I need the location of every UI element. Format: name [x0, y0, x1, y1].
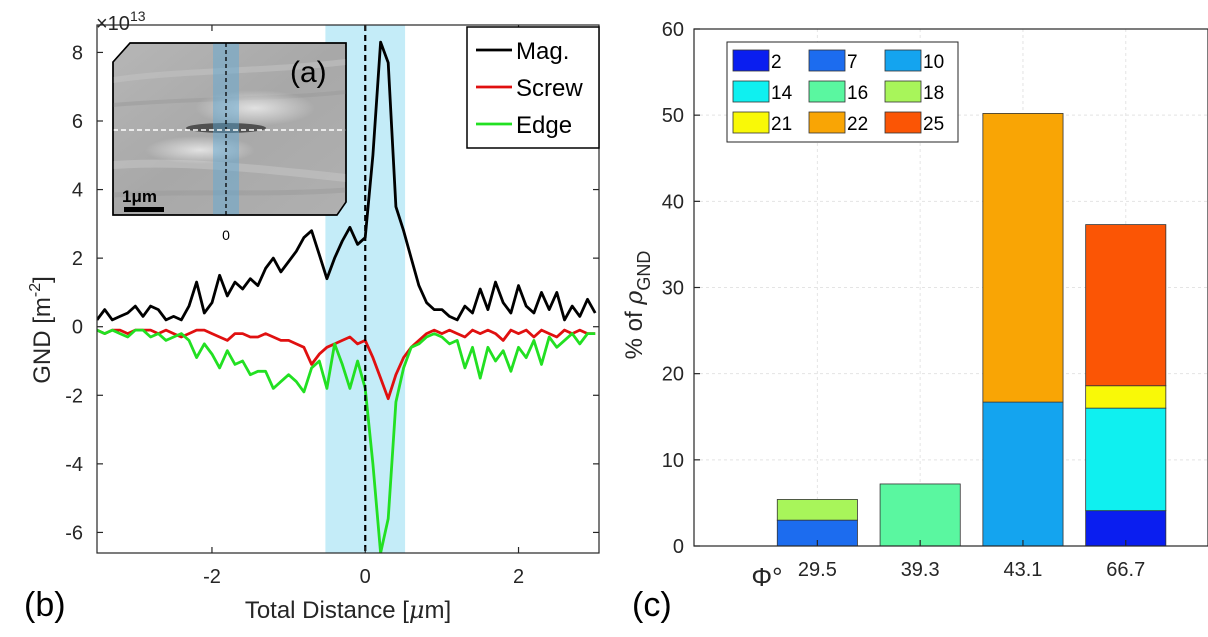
axis-ticks-c: 0 10 20 30 40 50 60 29.5 39.3 43.1 66.7	[662, 19, 1145, 581]
legend-label: 10	[923, 52, 944, 73]
legend-label: Edge	[516, 112, 572, 139]
x-axis-label-c: Φ°	[751, 562, 782, 592]
legend-swatch	[732, 49, 770, 72]
x-tick-label: 2	[513, 566, 524, 588]
scale-bar-label: 1μm	[122, 187, 157, 206]
y-tick-label: 4	[72, 180, 83, 202]
exponent-label: ×1013	[96, 8, 146, 35]
y-tick-label: 40	[662, 191, 684, 213]
legend-b: Mag. Screw Edge	[466, 26, 600, 149]
y-tick-label: 20	[662, 364, 684, 386]
series-line-edge	[97, 328, 596, 553]
y-axis-label: GND [m-2]	[27, 276, 56, 384]
legend-label: 14	[771, 83, 793, 104]
legend-swatch	[808, 111, 846, 134]
y-tick-label: 0	[72, 317, 83, 339]
y-tick-label: -2	[65, 385, 83, 407]
legend-label: Mag.	[516, 38, 569, 65]
legend-label: 2	[771, 52, 782, 73]
legend-c: 2 7 10 14 16 18 21 22 25	[726, 41, 959, 143]
y-tick-label: 60	[662, 19, 684, 41]
legend-label: 7	[847, 52, 858, 73]
inset-panel-label: (a)	[290, 56, 327, 89]
legend-swatch	[732, 80, 770, 103]
y-tick-label: 6	[72, 111, 83, 133]
bar-segment-18	[776, 499, 858, 521]
panel-label-b: (b)	[24, 586, 66, 624]
y-tick-label: 50	[662, 105, 684, 127]
bar-segment-7	[776, 519, 858, 547]
y-axis-label-c: % of ρGND	[620, 251, 654, 360]
bar-stacks-group	[776, 113, 1167, 547]
panel-label-c: (c)	[632, 586, 672, 624]
bar-segment-10	[982, 401, 1064, 547]
y-tick-label: 2	[72, 248, 83, 270]
bar-segment-14	[1085, 407, 1167, 512]
x-tick-label: 0	[360, 566, 371, 588]
bar-segment-25	[1085, 224, 1167, 387]
legend-swatch	[884, 80, 922, 103]
y-tick-label: 0	[673, 536, 684, 558]
legend-label: 21	[771, 114, 792, 135]
legend-swatch	[732, 111, 770, 134]
y-tick-label: 30	[662, 278, 684, 300]
x-tick-label: 39.3	[901, 559, 940, 581]
legend-swatch	[808, 80, 846, 103]
y-tick-label: -6	[65, 522, 83, 544]
legend-label: 16	[847, 83, 868, 104]
inset-zero-label: 0	[222, 227, 230, 243]
bar-segment-16	[879, 483, 961, 547]
y-tick-label: 8	[72, 42, 83, 64]
series-line-screw	[97, 328, 596, 401]
legend-label: 18	[923, 83, 944, 104]
legend-swatch	[884, 49, 922, 72]
legend-label: 25	[923, 114, 944, 135]
series-line-mag	[97, 40, 597, 322]
y-tick-label: -4	[65, 454, 83, 476]
panel-c-stacked-bar-chart: 0 10 20 30 40 50 60 29.5 39.3 43.1 66.7 2 7 10 14 16 18…	[620, 19, 1208, 624]
x-tick-label: -2	[203, 566, 221, 588]
axis-ticks: -2 0 2 -6 -4 -2 0 2 4 6 8	[65, 25, 599, 588]
scale-bar	[124, 207, 164, 212]
legend-swatch	[884, 111, 922, 134]
legend-label: 22	[847, 114, 868, 135]
inset-micrograph: 1μm 0 (a)	[112, 42, 347, 243]
x-tick-label: 66.7	[1106, 559, 1145, 581]
line-series-group	[97, 40, 597, 553]
legend-label: Screw	[516, 75, 583, 102]
bar-segment-21	[1085, 385, 1167, 409]
x-tick-label: 43.1	[1003, 559, 1042, 581]
x-axis-label: Total Distance [μm]	[245, 596, 451, 624]
y-tick-label: 10	[662, 450, 684, 472]
plot-frame	[96, 24, 600, 554]
panel-b-line-chart: -2 0 2 -6 -4 -2 0 2 4 6 8 ×1013 1μm 0 (a)	[24, 8, 600, 624]
legend-swatch	[808, 49, 846, 72]
x-tick-label: 29.5	[798, 559, 837, 581]
bar-segment-22	[982, 113, 1064, 403]
